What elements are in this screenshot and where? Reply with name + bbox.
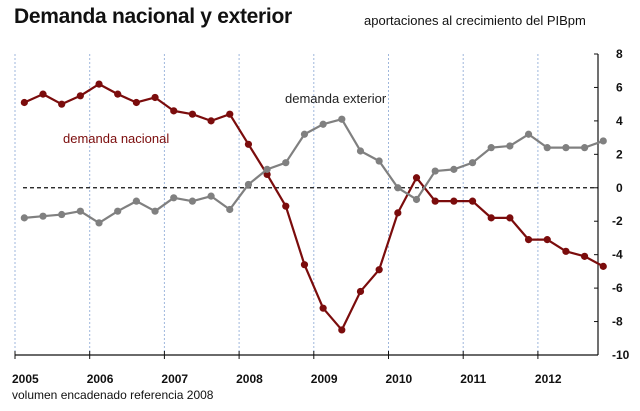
data-point	[76, 207, 84, 215]
y-tick-label: 0	[616, 181, 623, 195]
data-point	[58, 100, 66, 108]
data-point	[244, 140, 253, 148]
data-point	[524, 130, 533, 138]
data-point	[468, 197, 477, 205]
data-point	[151, 93, 159, 102]
data-point	[263, 165, 271, 173]
data-point	[151, 207, 159, 215]
data-point	[338, 326, 346, 334]
data-point	[226, 205, 234, 214]
data-point	[431, 167, 439, 175]
y-tick-label: 4	[616, 114, 623, 128]
x-tick-label: 2012	[535, 372, 562, 386]
x-tick-label: 2009	[311, 372, 338, 386]
chart-title: Demanda nacional y exterior	[14, 5, 292, 28]
data-point	[468, 159, 477, 167]
labels-layer: demanda nacional demanda exterior	[63, 91, 387, 146]
data-point	[226, 110, 234, 118]
data-point	[375, 157, 383, 165]
data-point	[207, 117, 215, 125]
data-point	[282, 159, 290, 167]
data-point	[580, 144, 589, 152]
data-point	[431, 197, 439, 205]
data-point	[319, 120, 327, 128]
series-demanda-exterior	[20, 115, 607, 227]
data-point	[375, 266, 383, 274]
data-point	[114, 207, 122, 215]
data-point	[524, 236, 533, 244]
data-point	[114, 90, 122, 98]
data-point	[450, 197, 458, 205]
y-tick-label: 8	[616, 47, 623, 61]
data-point	[356, 287, 365, 296]
data-point	[580, 252, 589, 260]
data-point	[95, 219, 103, 227]
y-tick-label: 6	[616, 80, 623, 94]
y-tick-label: -6	[612, 281, 623, 295]
data-point	[282, 202, 290, 210]
x-tick-label: 2007	[161, 372, 188, 386]
data-point	[356, 147, 365, 155]
series-layer	[20, 80, 607, 334]
data-point	[599, 262, 607, 270]
data-point	[506, 214, 514, 222]
x-tick-label: 2010	[386, 372, 413, 386]
data-point	[506, 142, 514, 150]
series-demanda-nacional	[20, 80, 607, 334]
data-point	[132, 197, 140, 205]
data-point	[562, 247, 570, 255]
data-point	[487, 144, 495, 152]
grid-lines	[14, 54, 539, 355]
data-point	[188, 110, 197, 118]
y-tick-label: -4	[612, 248, 623, 262]
data-point	[562, 144, 570, 152]
data-point	[39, 212, 47, 220]
data-point	[76, 92, 84, 100]
data-point	[300, 130, 309, 138]
data-point	[394, 209, 402, 217]
data-point	[263, 170, 271, 178]
axes: 2005 2006 2007 2008 2009 2010 2011 2012 8 6 4 2 0 -2 -…	[12, 47, 630, 386]
data-point	[394, 184, 402, 192]
data-point	[188, 197, 197, 205]
data-point	[543, 236, 551, 244]
data-point	[300, 261, 309, 269]
x-tick-label: 2011	[460, 372, 486, 386]
data-point	[450, 165, 458, 173]
data-point	[319, 304, 327, 312]
data-point	[95, 80, 103, 88]
x-tick-label: 2006	[87, 372, 114, 386]
data-point	[170, 107, 178, 115]
data-point	[599, 137, 607, 145]
data-point	[487, 214, 495, 222]
data-point	[20, 214, 28, 222]
data-point	[58, 210, 66, 219]
y-tick-label: -8	[612, 315, 623, 329]
data-point	[132, 98, 140, 107]
data-point	[412, 195, 421, 204]
data-point	[244, 180, 253, 189]
data-point	[170, 194, 178, 202]
x-tick-label: 2008	[236, 372, 263, 386]
y-tick-label: 2	[616, 147, 623, 161]
series-label-demanda-exterior: demanda exterior	[285, 91, 387, 106]
data-point	[543, 144, 551, 152]
series-label-demanda-nacional: demanda nacional	[63, 131, 169, 146]
data-point	[20, 98, 28, 107]
data-point	[338, 115, 346, 123]
data-point	[412, 174, 421, 182]
x-tick-label: 2005	[12, 372, 39, 386]
data-point	[39, 90, 47, 98]
y-tick-label: -10	[612, 348, 630, 362]
chart-footnote: volumen encadenado referencia 2008	[12, 388, 214, 402]
data-point	[207, 192, 215, 200]
chart-subtitle: aportaciones al crecimiento del PIBpm	[364, 13, 586, 28]
y-tick-label: -2	[612, 214, 623, 228]
